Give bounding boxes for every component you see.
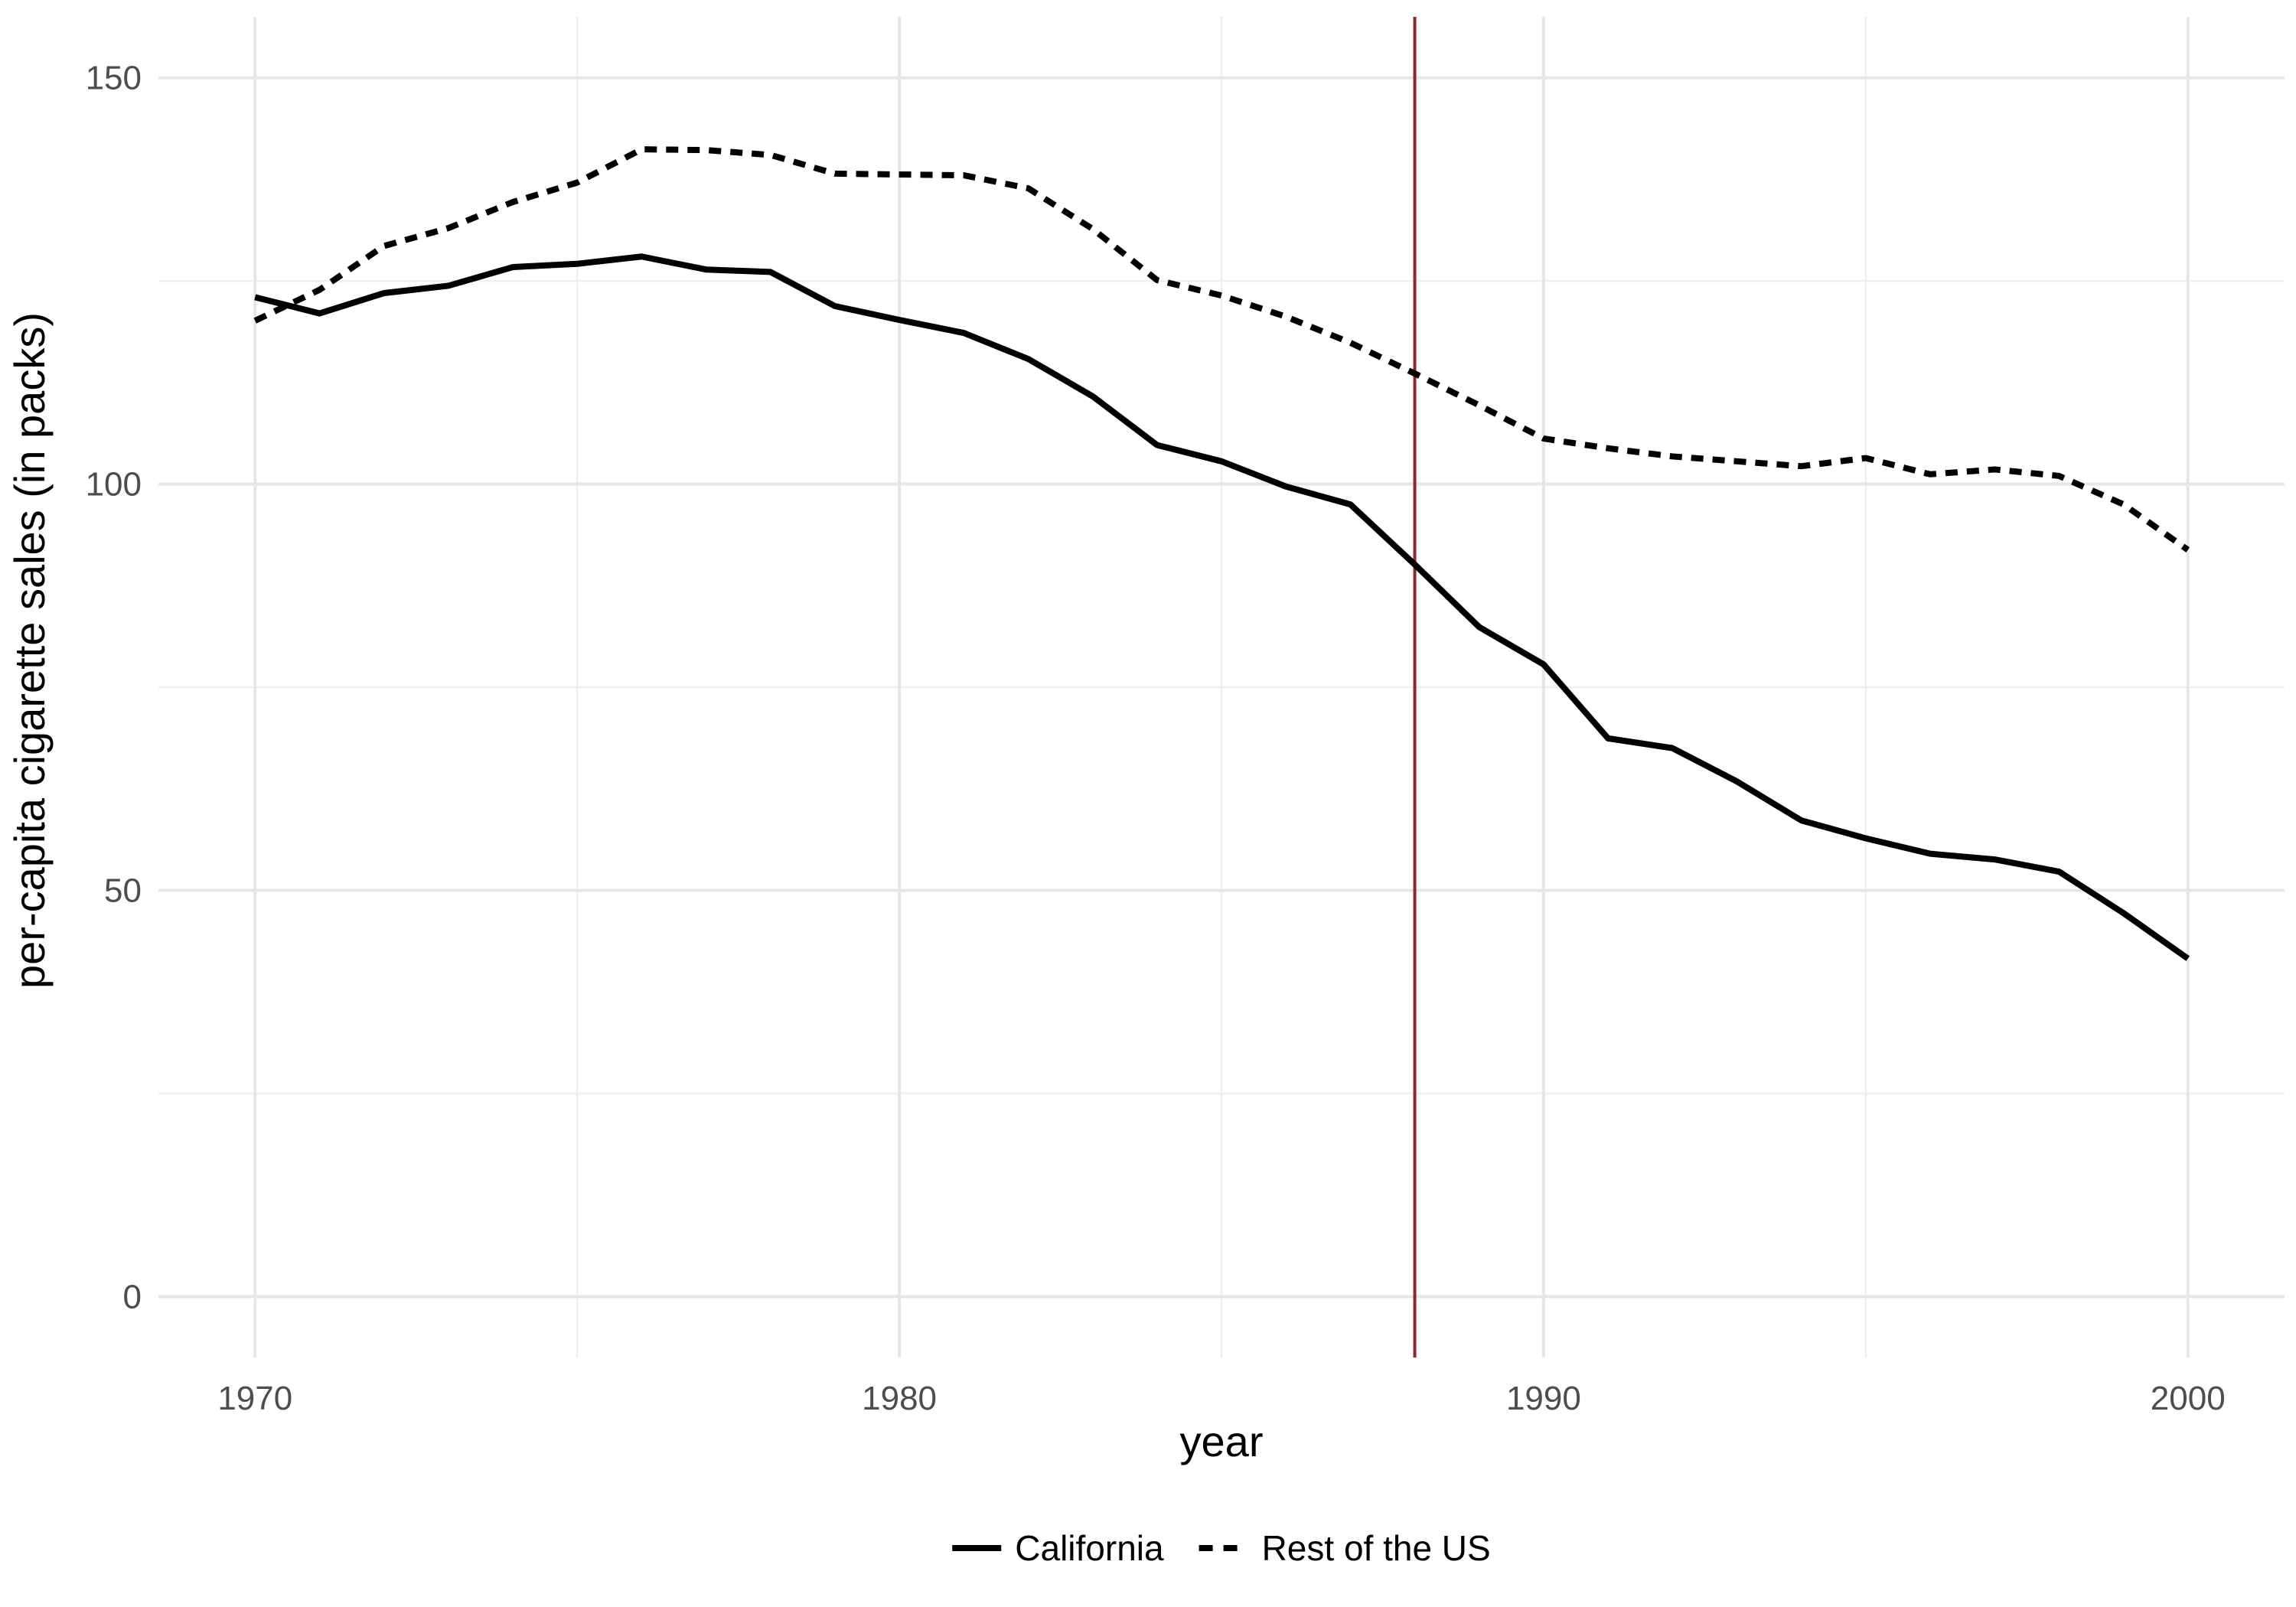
legend: California Rest of the US	[952, 1528, 1491, 1568]
legend-item-california: California	[952, 1528, 1164, 1568]
legend-label: Rest of the US	[1262, 1528, 1491, 1568]
x-tick-label: 2000	[2151, 1380, 2226, 1417]
x-tick-label: 1990	[1506, 1380, 1581, 1417]
major-gridlines	[158, 17, 2285, 1358]
x-axis-tick-labels: 1970 1980 1990 2000	[217, 1380, 2225, 1417]
x-axis-title: year	[1180, 1417, 1264, 1465]
y-tick-label: 50	[104, 872, 142, 909]
x-tick-label: 1970	[217, 1380, 292, 1417]
legend-item-rest-of-the-us: Rest of the US	[1199, 1528, 1491, 1568]
series-lines	[253, 146, 2190, 961]
legend-label: California	[1015, 1528, 1164, 1568]
y-tick-label: 150	[86, 60, 142, 97]
series-line-california	[254, 253, 2190, 961]
y-tick-label: 0	[123, 1278, 142, 1315]
y-axis-tick-labels: 0 50 100 150	[86, 60, 142, 1316]
y-axis-title: per-capita cigarette sales (in packs)	[5, 312, 54, 989]
minor-gridlines	[158, 17, 2285, 1358]
y-tick-label: 100	[86, 466, 142, 504]
series-line-rest-of-the-us	[253, 146, 2190, 553]
x-tick-label: 1980	[862, 1380, 937, 1417]
